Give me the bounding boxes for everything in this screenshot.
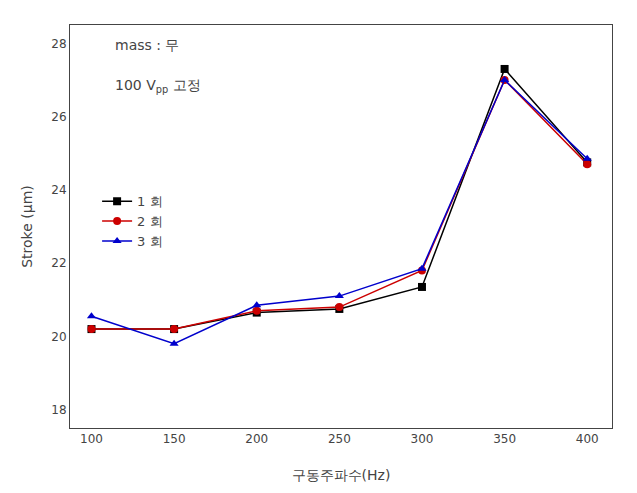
svg-text:100 V​pp​ 고정: 100 V​pp​ 고정: [115, 77, 201, 95]
svg-text:26: 26: [51, 110, 66, 124]
svg-text:28: 28: [51, 37, 66, 51]
svg-text:3 회: 3 회: [137, 234, 162, 249]
svg-text:24: 24: [51, 183, 66, 197]
svg-text:1 회: 1 회: [137, 194, 162, 209]
svg-text:2 회: 2 회: [137, 214, 162, 229]
svg-text:200: 200: [245, 432, 268, 446]
svg-text:250: 250: [328, 432, 351, 446]
svg-text:300: 300: [411, 432, 434, 446]
svg-text:구동주파수(Hz): 구동주파수(Hz): [292, 467, 391, 483]
svg-text:18: 18: [51, 403, 66, 417]
svg-text:Stroke (μm): Stroke (μm): [19, 185, 35, 268]
svg-text:100: 100: [80, 432, 103, 446]
svg-text:150: 150: [163, 432, 186, 446]
svg-text:350: 350: [493, 432, 516, 446]
svg-text:22: 22: [51, 256, 66, 270]
svg-text:400: 400: [576, 432, 599, 446]
svg-text:mass : 무: mass : 무: [115, 37, 179, 53]
svg-text:20: 20: [51, 330, 66, 344]
